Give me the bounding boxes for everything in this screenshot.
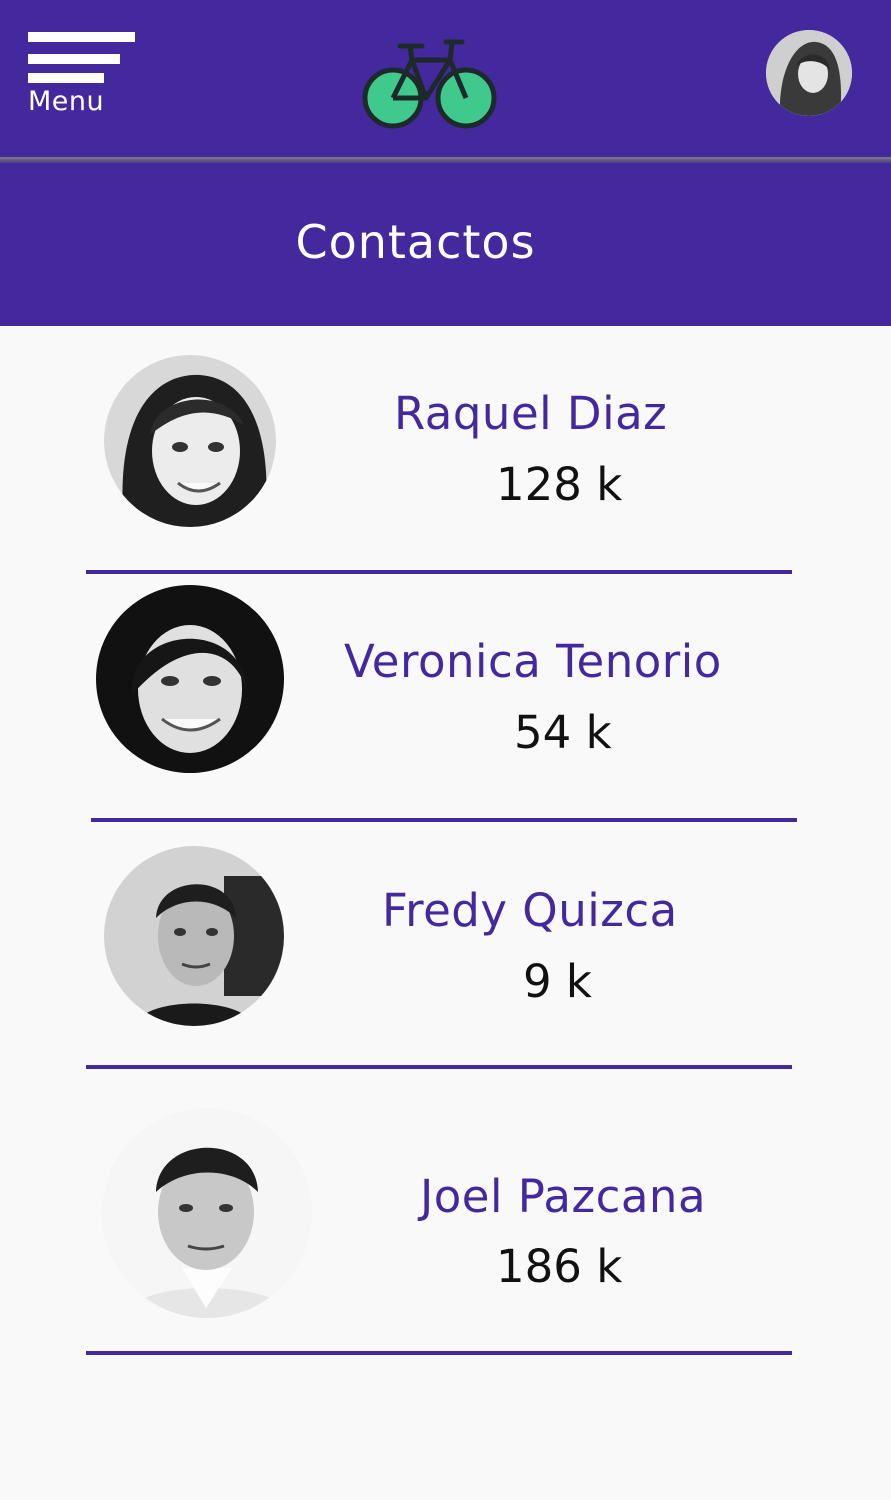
- contact-avatar: [96, 585, 284, 773]
- top-bar: Menu: [0, 0, 891, 157]
- divider: [86, 570, 792, 574]
- contact-avatar: [102, 1108, 312, 1318]
- section-header: Contactos: [0, 163, 891, 326]
- contact-count: 186 k: [496, 1240, 623, 1293]
- contact-item[interactable]: Joel Pazcana 186 k: [0, 1108, 891, 1358]
- contact-name: Veronica Tenorio: [344, 635, 722, 688]
- contact-avatar: [104, 846, 284, 1026]
- hamburger-bar: [28, 73, 104, 83]
- header-divider: [0, 157, 891, 163]
- contact-count: 54 k: [514, 706, 612, 759]
- menu-label: Menu: [28, 86, 105, 117]
- contact-name: Fredy Quizca: [382, 884, 678, 937]
- hamburger-bar: [28, 32, 135, 42]
- contact-name: Raquel Diaz: [394, 387, 668, 440]
- divider: [86, 1065, 792, 1069]
- contact-item[interactable]: Fredy Quizca 9 k: [0, 846, 891, 1072]
- contact-item[interactable]: Raquel Diaz 128 k: [0, 355, 891, 577]
- contact-count: 128 k: [496, 458, 623, 511]
- page-title: Contactos: [295, 215, 536, 269]
- divider: [86, 1351, 792, 1355]
- contact-count: 9 k: [523, 955, 592, 1008]
- contact-name: Joel Pazcana: [420, 1170, 707, 1223]
- user-avatar[interactable]: [766, 30, 852, 116]
- hamburger-bar: [28, 54, 120, 64]
- contact-item[interactable]: Veronica Tenorio 54 k: [0, 585, 891, 825]
- menu-button[interactable]: Menu: [28, 32, 138, 122]
- divider: [91, 818, 797, 822]
- contact-avatar: [104, 355, 276, 527]
- bicycle-icon: [362, 39, 497, 129]
- user-photo: [766, 30, 852, 116]
